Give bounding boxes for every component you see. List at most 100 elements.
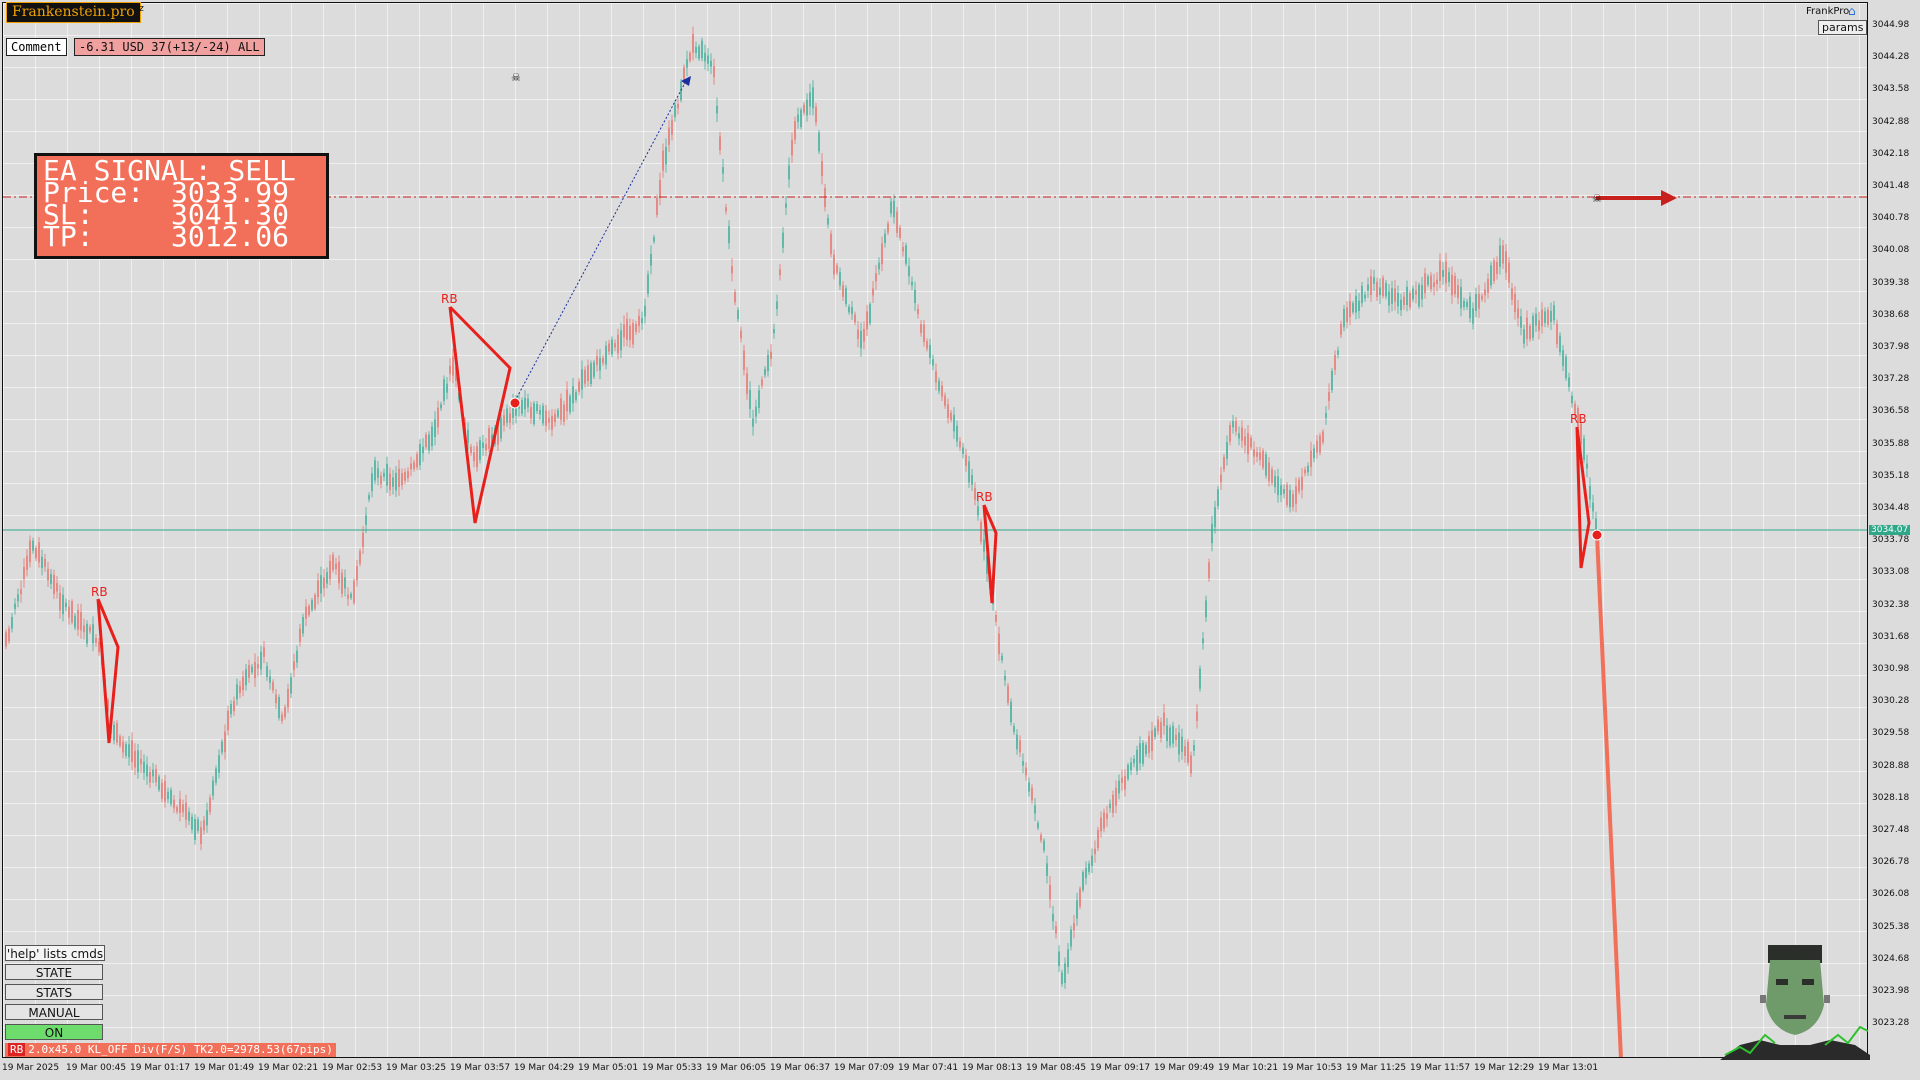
candle-body [245,669,247,686]
candle-body [185,802,187,820]
signal-price-row: Price: 3033.99 [43,179,320,207]
candle-body [935,371,937,383]
candle-body [641,318,643,324]
candle-body [1511,288,1513,300]
price-axis-label: 3029.58 [1872,728,1910,739]
candle-body [491,434,493,447]
candle-body [371,473,373,492]
candle-body [347,594,349,599]
comment-button[interactable]: Comment [6,38,67,56]
candle-body [611,339,613,355]
candle-body [1355,295,1357,313]
candle-body [827,218,829,225]
candle-body [995,614,997,622]
candle-body [155,768,157,783]
candle-body [1508,262,1510,283]
candle-body [557,410,559,417]
candle-body [1373,277,1375,284]
candle-body [626,319,628,340]
candle-body [263,647,265,657]
candle-body [1571,395,1573,404]
time-axis[interactable]: 19 Mar 2025 19 Mar 00:45 19 Mar 01:17 19 Ma… [0,1058,1868,1080]
manual-button[interactable]: MANUAL [5,1004,103,1020]
candle-body [761,379,763,386]
time-axis-label: 19 Mar 01:49 [194,1063,255,1073]
candle-body [530,407,532,419]
candle-body [35,548,37,559]
candle-body [1199,668,1201,689]
candle-body [170,789,172,805]
candle-body [1538,320,1540,331]
candle-body [698,46,700,59]
candle-body [812,87,814,109]
candle-body [398,468,400,487]
candlestick-chart[interactable]: ☠ ☠ RB RB RB RB [3,3,1868,1058]
candle-body [863,328,865,342]
candle-body [842,285,844,297]
candle-body [755,406,757,417]
candle-body [224,731,226,753]
candle-body [407,471,409,479]
candle-body [230,704,232,715]
candle-body [1040,834,1042,841]
exit-marker [1591,529,1603,541]
candle-body [1229,424,1231,442]
candle-body [1178,732,1180,755]
stats-button[interactable]: STATS [5,984,103,1000]
candle-body [1148,735,1150,754]
candle-body [86,623,88,644]
candle-body [44,558,46,567]
candle-body [743,350,745,370]
candle-body [1244,436,1246,446]
candle-body [257,664,259,669]
candle-body [1562,350,1564,366]
price-axis-label: 3037.98 [1872,342,1910,352]
candle-body [1001,655,1003,661]
candle-body [29,540,31,563]
candle-body [1445,261,1447,284]
candle-body [587,365,589,382]
price-axis-label: 3042.88 [1872,116,1910,127]
candle-body [515,402,517,416]
state-button[interactable]: STATE [5,964,103,980]
price-axis-label: 3028.88 [1872,760,1910,771]
signal-tp-row: TP: 3012.06 [43,223,320,251]
candle-body [800,109,802,128]
help-button[interactable]: 'help' lists cmds [5,945,105,961]
candle-body [779,269,781,276]
candle-body [1307,465,1309,473]
candle-body [596,356,598,365]
ghost-marker: ☠ [511,71,521,84]
candle-body [1145,744,1147,755]
candle-body [449,365,451,374]
candle-body [413,462,415,470]
candle-body [1523,329,1525,344]
candle-body [878,262,880,270]
price-axis-label: 3039.38 [1872,277,1910,288]
candle-body [620,330,622,351]
params-button[interactable]: params [1818,20,1868,35]
price-axis[interactable]: 3044.98 3044.28 3043.58 3042.88 3042.18 3041.… [1868,2,1920,1058]
candle-body [260,651,262,670]
candle-body [314,594,316,609]
candle-body [866,311,868,330]
candle-body [1073,923,1075,931]
candle-body [563,404,565,422]
candle-body [614,343,616,348]
candle-body [146,764,148,777]
candle-body [1025,767,1027,776]
candle-body [1502,245,1504,264]
price-axis-label: 3035.88 [1872,438,1910,449]
entry-marker [509,397,521,409]
candle-body [140,758,142,765]
time-axis-label: 19 Mar 2025 [2,1063,60,1073]
price-axis-label: 3032.38 [1872,599,1910,610]
candle-body [488,428,490,449]
time-axis-label: 19 Mar 10:53 [1282,1063,1343,1073]
on-toggle-button[interactable]: ON [5,1024,103,1040]
candle-body [1115,788,1117,806]
candle-body [1322,431,1324,443]
candle-body [197,819,199,831]
candle-body [1163,712,1165,727]
candle-body [629,325,631,341]
